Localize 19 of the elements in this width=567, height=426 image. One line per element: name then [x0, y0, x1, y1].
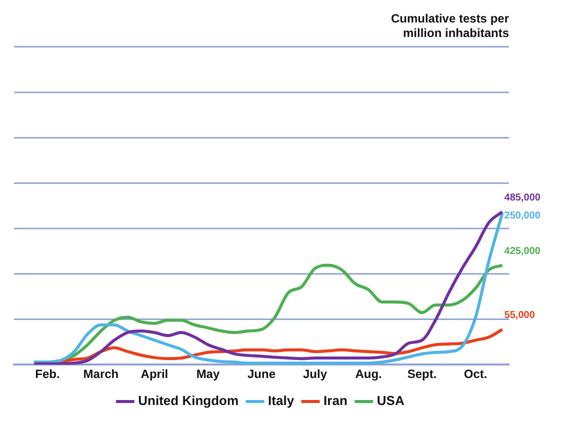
text: Cumulative tests per	[390, 12, 509, 26]
x-tick-label: Sept.	[407, 367, 437, 382]
annotation: 250,000	[504, 210, 541, 222]
text: million inhabitants	[402, 26, 509, 40]
legend-label: USA	[376, 393, 405, 408]
x-tick-label: May	[196, 367, 220, 382]
x-tick-label: Oct.	[464, 367, 488, 382]
legend-label: United Kingdom	[138, 393, 239, 408]
legend-label: Italy	[268, 393, 295, 408]
legend-label: Iran	[324, 393, 348, 408]
x-tick-label: Feb.	[35, 367, 60, 382]
x-tick-label: June	[247, 367, 276, 382]
annotation: 55,000	[504, 310, 536, 322]
annotation: 425,000	[504, 246, 541, 258]
x-tick-label: Aug.	[355, 367, 382, 382]
x-tick-label: July	[303, 367, 328, 382]
x-tick-label: April	[140, 367, 168, 382]
text: 485,000	[504, 192, 541, 204]
x-tick-label: March	[83, 367, 119, 382]
